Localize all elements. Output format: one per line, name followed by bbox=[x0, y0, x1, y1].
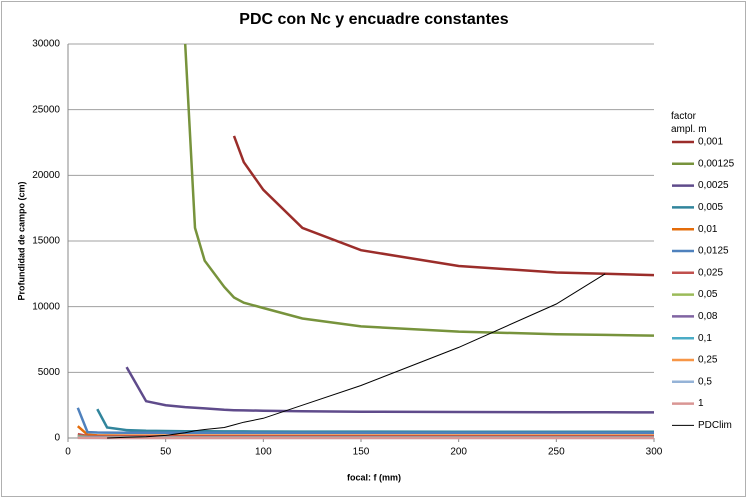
legend-label: 0,01 bbox=[698, 224, 718, 235]
y-tick-label: 0 bbox=[54, 433, 60, 444]
legend-label: 0,5 bbox=[698, 376, 712, 387]
x-axis-label: focal: f (mm) bbox=[347, 472, 401, 482]
y-tick-label: 15000 bbox=[32, 236, 60, 247]
y-tick-label: 25000 bbox=[32, 104, 60, 115]
x-tick-label: 100 bbox=[255, 447, 272, 458]
x-tick-label: 300 bbox=[646, 447, 663, 458]
y-axis-label: Profundidad de campo (cm) bbox=[16, 181, 26, 300]
y-tick-label: 30000 bbox=[32, 39, 60, 50]
x-tick-label: 200 bbox=[450, 447, 467, 458]
legend-label: 1 bbox=[698, 398, 704, 409]
legend-label: 0,0125 bbox=[698, 246, 729, 257]
x-tick-label: 150 bbox=[353, 447, 370, 458]
x-tick-label: 0 bbox=[65, 447, 71, 458]
legend-label: 0,1 bbox=[698, 333, 712, 344]
series-line bbox=[76, 407, 654, 434]
x-tick-label: 50 bbox=[160, 447, 172, 458]
legend-label: 0,00125 bbox=[698, 158, 735, 169]
legend-label: 0,025 bbox=[698, 267, 723, 278]
y-tick-label: 10000 bbox=[32, 301, 60, 312]
legend-label: 0,0025 bbox=[698, 180, 729, 191]
series-line bbox=[125, 366, 655, 414]
legend-title: factor ampl. m bbox=[671, 111, 707, 135]
legend-label: 0,25 bbox=[698, 355, 718, 366]
legend-label: 0,08 bbox=[698, 311, 718, 322]
x-tick-label: 250 bbox=[548, 447, 565, 458]
y-tick-label: 5000 bbox=[38, 367, 61, 378]
legend-label: PDClim bbox=[698, 420, 732, 431]
series-line bbox=[232, 135, 655, 277]
series-line bbox=[107, 273, 606, 439]
legend-label: 0,05 bbox=[698, 289, 718, 300]
legend-label: 0,001 bbox=[698, 137, 723, 148]
chart-title: PDC con Nc y encuadre constantes bbox=[239, 11, 509, 28]
y-tick-label: 20000 bbox=[32, 170, 60, 181]
legend-label: 0,005 bbox=[698, 202, 723, 213]
series-line bbox=[183, 43, 655, 337]
